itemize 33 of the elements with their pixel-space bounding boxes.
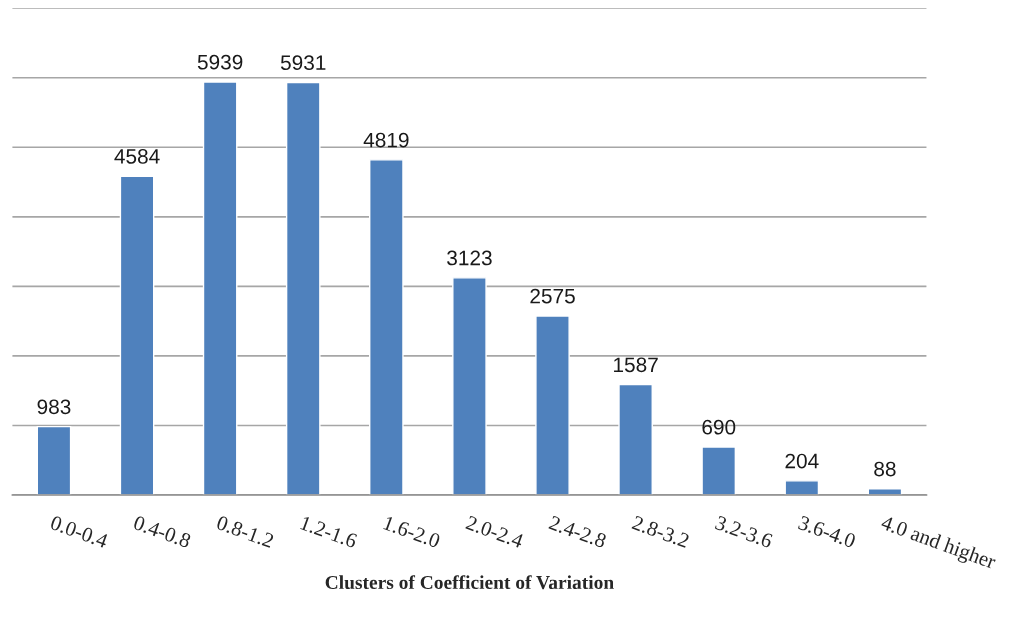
bar <box>36 425 72 496</box>
bar <box>784 480 820 496</box>
data-label: 204 <box>785 453 819 469</box>
data-label: 5931 <box>280 55 326 71</box>
data-label: 88 <box>874 461 896 477</box>
x-tick-label: 4.0 and higher <box>878 514 998 574</box>
x-tick-label: 0.4-0.8 <box>132 515 192 549</box>
bar <box>452 277 487 496</box>
data-label: 5939 <box>197 54 243 70</box>
bar <box>202 81 238 496</box>
x-tick-label: 3.6-4.0 <box>797 515 857 549</box>
x-tick-label: 1.6-2.0 <box>383 515 441 549</box>
bar <box>369 159 404 496</box>
x-tick-label: 0.8-1.2 <box>215 515 275 549</box>
x-tick-label: 2.0-2.4 <box>465 515 525 549</box>
data-label: 3123 <box>447 250 492 266</box>
data-label: 1587 <box>614 357 658 373</box>
data-label: 4819 <box>363 132 409 148</box>
bar <box>701 446 737 496</box>
bar <box>285 81 321 496</box>
x-tick-label: 0.0-0.4 <box>49 515 109 549</box>
x-tick-label: 2.8-3.2 <box>631 515 690 549</box>
data-label: 2575 <box>530 288 575 304</box>
bar <box>119 175 155 496</box>
bar <box>618 383 653 496</box>
x-axis-title: Clusters of Coefficient of Variation <box>325 575 614 590</box>
x-tick-label: 1.2-1.6 <box>299 515 358 549</box>
bar <box>535 315 570 496</box>
data-label: 690 <box>702 419 736 435</box>
x-tick-label: 2.4-2.8 <box>548 515 608 549</box>
data-label: 4584 <box>114 149 160 164</box>
x-tick-label: 3.2-3.6 <box>714 515 774 549</box>
data-label: 983 <box>37 399 71 415</box>
